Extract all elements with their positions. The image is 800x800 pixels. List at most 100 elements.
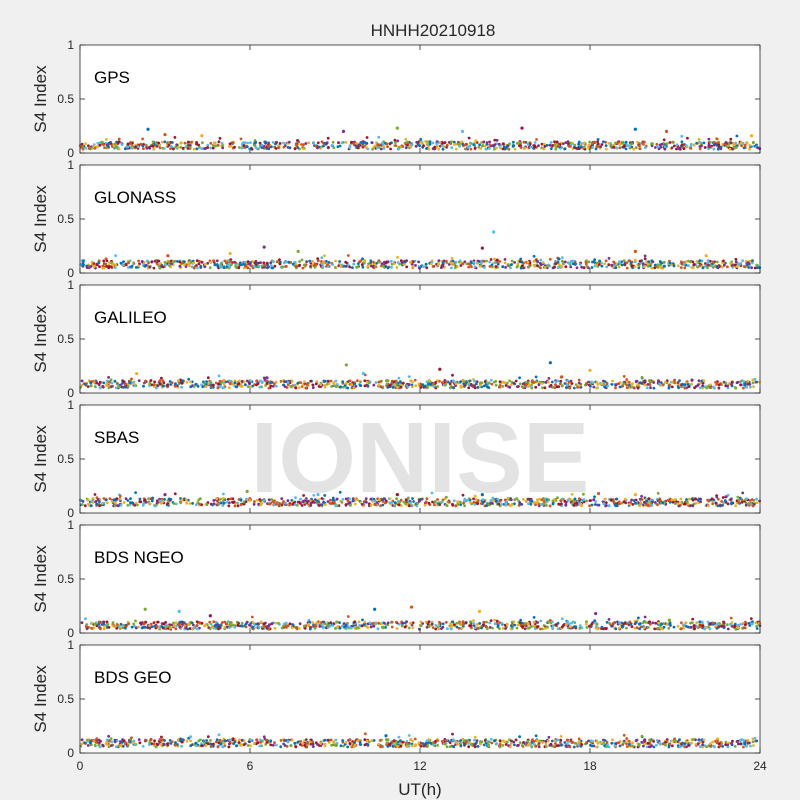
- scatter-point: [218, 379, 222, 383]
- scatter-point: [179, 501, 183, 505]
- scatter-point: [701, 266, 705, 270]
- scatter-point: [596, 138, 600, 141]
- scatter-point: [749, 617, 753, 620]
- scatter-point: [150, 499, 154, 503]
- scatter-point: [238, 384, 242, 388]
- scatter-point: [503, 261, 507, 265]
- scatter-point: [651, 142, 654, 146]
- scatter-point: [444, 620, 448, 624]
- scatter-point: [208, 627, 212, 631]
- scatter-point: [372, 146, 375, 149]
- scatter-point: [574, 625, 578, 629]
- scatter-point: [545, 143, 549, 147]
- scatter-point: [217, 502, 221, 506]
- scatter-point: [451, 373, 454, 377]
- scatter-point: [550, 380, 554, 384]
- scatter-point: [668, 622, 672, 626]
- scatter-point: [152, 742, 156, 746]
- scatter-point: [618, 502, 621, 506]
- scatter-point: [485, 620, 488, 624]
- scatter-point: [313, 626, 317, 630]
- scatter-point: [742, 386, 745, 390]
- scatter-point: [651, 621, 655, 625]
- scatter-point: [111, 624, 115, 628]
- scatter-point: [580, 265, 584, 269]
- scatter-point: [491, 496, 495, 500]
- scatter-point: [627, 383, 631, 387]
- scatter-point: [302, 624, 306, 628]
- scatter-point: [426, 384, 429, 388]
- peak-point: [633, 127, 637, 131]
- scatter-point: [204, 385, 208, 389]
- panel-label: GPS: [94, 68, 130, 87]
- scatter-point: [123, 147, 127, 151]
- scatter-point: [472, 261, 476, 264]
- scatter-point: [231, 382, 235, 386]
- scatter-point: [349, 626, 353, 630]
- scatter-point: [717, 625, 721, 628]
- scatter-point: [491, 144, 495, 147]
- peak-point: [361, 371, 365, 376]
- scatter-point: [453, 623, 456, 626]
- scatter-point: [702, 379, 706, 383]
- panel-label: GLONASS: [94, 188, 176, 207]
- scatter-point: [715, 265, 719, 269]
- scatter-point: [595, 386, 598, 390]
- scatter-point: [293, 147, 297, 151]
- scatter-point: [493, 138, 497, 142]
- scatter-point: [409, 621, 412, 625]
- scatter-point: [580, 142, 584, 145]
- scatter-point: [264, 384, 268, 387]
- scatter-point: [705, 386, 708, 390]
- scatter-point: [118, 497, 122, 501]
- scatter-point: [683, 623, 686, 627]
- scatter-point: [124, 263, 128, 267]
- scatter-point: [532, 381, 536, 384]
- scatter-point: [545, 504, 548, 507]
- scatter-point: [414, 144, 418, 148]
- scatter-point: [483, 266, 486, 269]
- scatter-point: [409, 260, 412, 264]
- scatter-point: [551, 144, 555, 147]
- scatter-point: [600, 264, 604, 268]
- scatter-point: [377, 621, 381, 625]
- peak-point: [177, 609, 181, 614]
- scatter-point: [739, 623, 742, 626]
- scatter-point: [746, 380, 749, 383]
- scatter-point: [642, 265, 646, 268]
- scatter-point: [585, 259, 588, 262]
- scatter-point: [388, 383, 392, 387]
- scatter-point: [399, 385, 403, 389]
- scatter-point: [219, 497, 222, 501]
- scatter-point: [526, 142, 530, 146]
- scatter-point: [296, 146, 300, 150]
- scatter-point: [638, 147, 642, 151]
- scatter-point: [598, 259, 602, 263]
- scatter-point: [431, 141, 435, 145]
- scatter-point: [593, 258, 597, 262]
- scatter-point: [260, 625, 264, 629]
- scatter-point: [195, 147, 199, 151]
- scatter-point: [286, 146, 290, 149]
- scatter-point: [350, 386, 354, 390]
- scatter-point: [445, 380, 448, 384]
- scatter-point: [604, 259, 608, 263]
- scatter-point: [618, 146, 622, 150]
- scatter-point: [435, 379, 439, 382]
- scatter-point: [102, 497, 106, 500]
- scatter-point: [556, 627, 560, 631]
- scatter-point: [695, 260, 699, 263]
- scatter-point: [632, 499, 636, 502]
- scatter-point: [614, 266, 618, 270]
- scatter-point: [563, 260, 567, 264]
- scatter-point: [684, 143, 688, 147]
- scatter-point: [132, 622, 136, 626]
- scatter-point: [545, 264, 549, 268]
- scatter-point: [209, 380, 212, 383]
- scatter-point: [156, 620, 160, 624]
- scatter-point: [379, 147, 383, 151]
- scatter-point: [509, 266, 512, 270]
- scatter-point: [102, 622, 106, 626]
- scatter-point: [226, 497, 230, 501]
